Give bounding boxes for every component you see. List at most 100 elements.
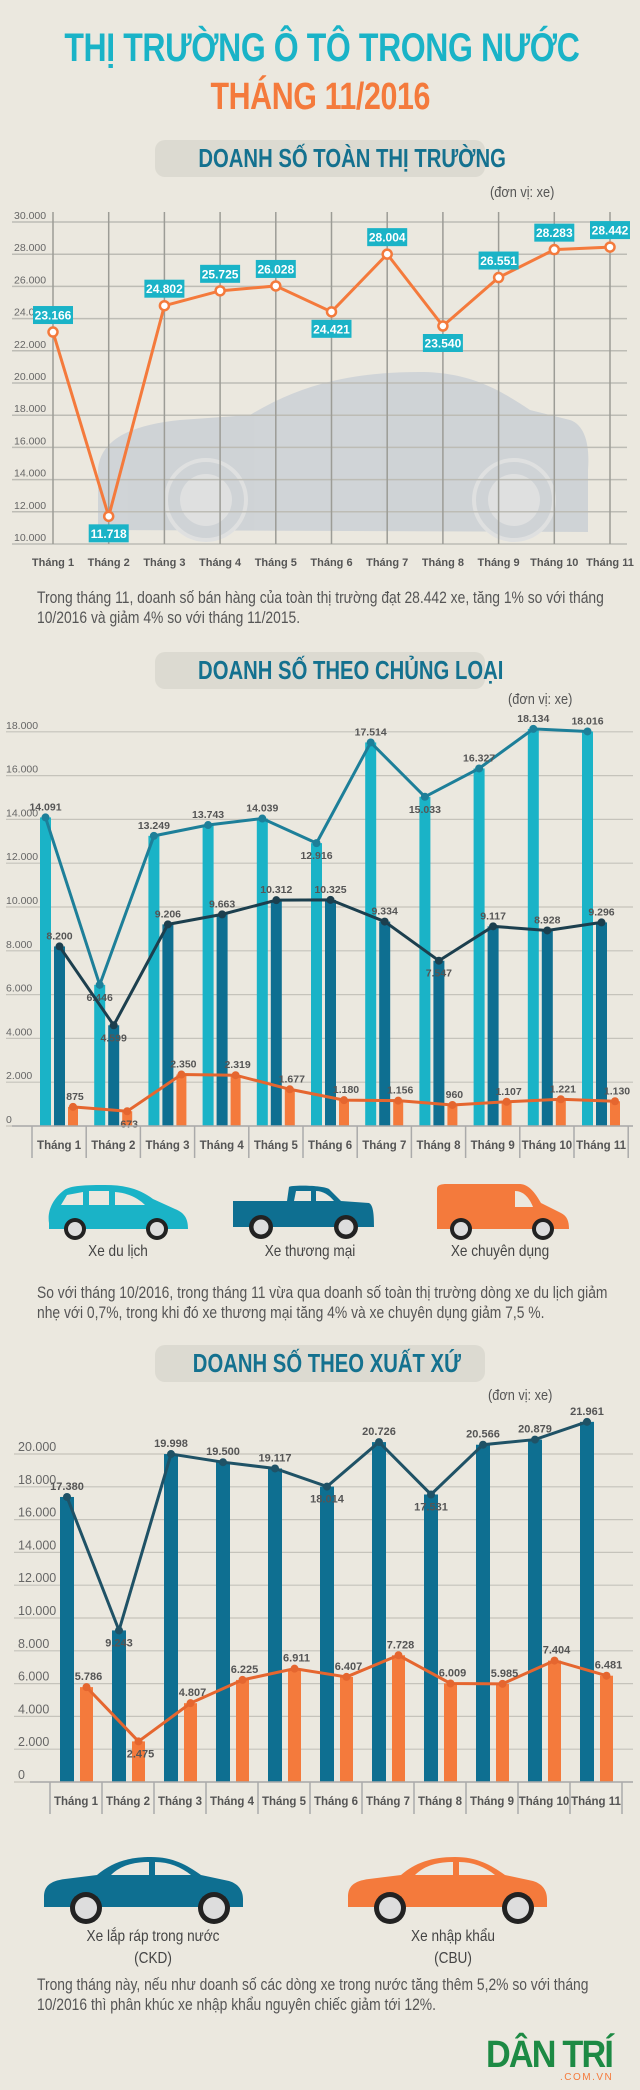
data-label: 6.911 bbox=[283, 1653, 310, 1665]
data-point bbox=[47, 326, 59, 338]
y-tick-label: 14.000 bbox=[14, 468, 46, 480]
x-tick-label: Tháng 6 bbox=[310, 557, 352, 569]
y-tick-label: 26.000 bbox=[14, 274, 46, 286]
bar-2 bbox=[108, 1025, 120, 1126]
legend-commercial: Xe thương mại bbox=[264, 1243, 356, 1260]
bar-2 bbox=[433, 960, 445, 1126]
x-tick-label: Tháng 4 bbox=[210, 1796, 255, 1808]
x-tick-label: Tháng 9 bbox=[478, 557, 520, 569]
data-label-box bbox=[422, 334, 463, 353]
main-title: THỊ TRƯỜNG Ô TÔ TRONG NƯỚC bbox=[64, 26, 580, 70]
y-tick-label: 18.000 bbox=[18, 1473, 56, 1487]
series-point bbox=[340, 1096, 348, 1105]
y-tick-label: 12.000 bbox=[14, 500, 46, 512]
pickup-truck-icon bbox=[233, 1185, 374, 1239]
y-tick-label: 18.000 bbox=[14, 403, 46, 415]
bar-3 bbox=[501, 1101, 512, 1126]
y-tick-label: 8.000 bbox=[18, 1637, 49, 1651]
data-label: 13.249 bbox=[138, 820, 170, 832]
y-tick-label: 22.000 bbox=[14, 339, 46, 351]
series-point bbox=[420, 792, 429, 801]
series-point bbox=[177, 1070, 186, 1079]
series-point bbox=[167, 1450, 175, 1459]
data-label: 2.350 bbox=[170, 1059, 196, 1071]
data-label: 23.540 bbox=[425, 337, 462, 351]
bar-1 bbox=[365, 742, 377, 1126]
data-point bbox=[214, 285, 226, 297]
bar-1 bbox=[419, 796, 431, 1126]
dantri-logo-domain: .COM.VN bbox=[560, 2072, 614, 2083]
x-tick-label: Tháng 11 bbox=[586, 557, 634, 569]
y-tick-label: 12.000 bbox=[18, 1571, 56, 1585]
data-label: 6.481 bbox=[595, 1660, 623, 1672]
series-point bbox=[271, 1464, 279, 1473]
series-point bbox=[342, 1672, 351, 1681]
data-label: 17.514 bbox=[355, 726, 387, 738]
series-point bbox=[394, 1096, 403, 1105]
series-point bbox=[583, 727, 592, 736]
series-point bbox=[556, 1095, 565, 1104]
series-point bbox=[55, 942, 64, 951]
y-tick-label: 10.000 bbox=[6, 895, 38, 907]
section-header-origin: DOANH SỐ THEO XUẤT XỨ bbox=[155, 1345, 485, 1382]
series-point bbox=[258, 814, 267, 823]
data-label: 16.327 bbox=[463, 752, 495, 764]
data-label-box bbox=[200, 264, 241, 283]
series-point bbox=[380, 917, 389, 926]
data-label: 8.200 bbox=[46, 930, 72, 942]
y-tick-label: 2.000 bbox=[18, 1735, 49, 1749]
y-tick-label: 0 bbox=[6, 1114, 12, 1126]
series-point bbox=[312, 839, 321, 848]
total-sales-line-chart: 10.000 12.000 14.000 16.000 18.000 20.000 22.0… bbox=[12, 210, 634, 569]
data-label-box bbox=[88, 524, 129, 543]
data-label: 875 bbox=[66, 1091, 84, 1103]
y-tick-label: 6.000 bbox=[6, 983, 32, 995]
data-point bbox=[270, 280, 282, 292]
data-label: 28.283 bbox=[536, 226, 573, 240]
bar-1 bbox=[164, 1454, 178, 1782]
car-hubcap bbox=[488, 474, 540, 526]
bar-3 bbox=[339, 1100, 349, 1126]
dantri-logo: DÂN TRÍ bbox=[486, 2034, 614, 2076]
x-tick-label: Tháng 4 bbox=[200, 1140, 245, 1152]
legend-cbu: Xe nhập khẩu (CBU) bbox=[385, 1926, 521, 1970]
x-tick-label: Tháng 9 bbox=[470, 1796, 514, 1808]
data-label: 960 bbox=[446, 1089, 464, 1101]
section-title: DOANH SỐ THEO CHỦNG LOẠI bbox=[198, 655, 504, 685]
series-point bbox=[583, 1417, 591, 1426]
data-point bbox=[158, 299, 171, 312]
data-label: 673 bbox=[120, 1118, 138, 1130]
data-label: 28.004 bbox=[369, 231, 406, 245]
bar-1 bbox=[528, 1439, 542, 1782]
y-tick-label: 14.000 bbox=[6, 807, 38, 819]
y-tick-label: 12.000 bbox=[6, 851, 38, 863]
legend-cbu-label: Xe nhập khẩu bbox=[411, 1928, 495, 1945]
subtitle-wrap: THÁNG 11/2016 bbox=[0, 76, 640, 119]
series-point bbox=[63, 1492, 71, 1501]
x-tick-label: Tháng 1 bbox=[37, 1140, 82, 1152]
y-tick-label: 18.000 bbox=[6, 720, 38, 732]
bar-1 bbox=[372, 1442, 386, 1782]
sedan-cbu-icon bbox=[348, 1857, 547, 1924]
bar-2 bbox=[236, 1679, 249, 1782]
main-title-wrap: THỊ TRƯỜNG Ô TÔ TRONG NƯỚC bbox=[0, 26, 640, 71]
series-point bbox=[475, 764, 484, 773]
note-total: Trong tháng 11, doanh số bán hàng của to… bbox=[37, 589, 604, 627]
series-point bbox=[109, 1021, 118, 1030]
data-point bbox=[381, 248, 393, 260]
data-label: 6.407 bbox=[335, 1661, 363, 1673]
data-label: 26.028 bbox=[257, 262, 294, 276]
data-label: 25.725 bbox=[202, 267, 239, 281]
series-point bbox=[529, 724, 538, 733]
data-label: 6.225 bbox=[231, 1664, 259, 1676]
y-tick-label: 8.000 bbox=[6, 939, 32, 951]
data-label: 18.134 bbox=[517, 713, 549, 725]
bar-2 bbox=[541, 930, 553, 1126]
data-point bbox=[437, 320, 449, 332]
bar-2 bbox=[270, 900, 282, 1126]
bar-2 bbox=[496, 1683, 509, 1782]
series-point bbox=[290, 1664, 299, 1673]
series-point bbox=[41, 813, 50, 822]
data-label: 1.180 bbox=[333, 1084, 359, 1096]
y-tick-label: 0 bbox=[18, 1768, 25, 1782]
